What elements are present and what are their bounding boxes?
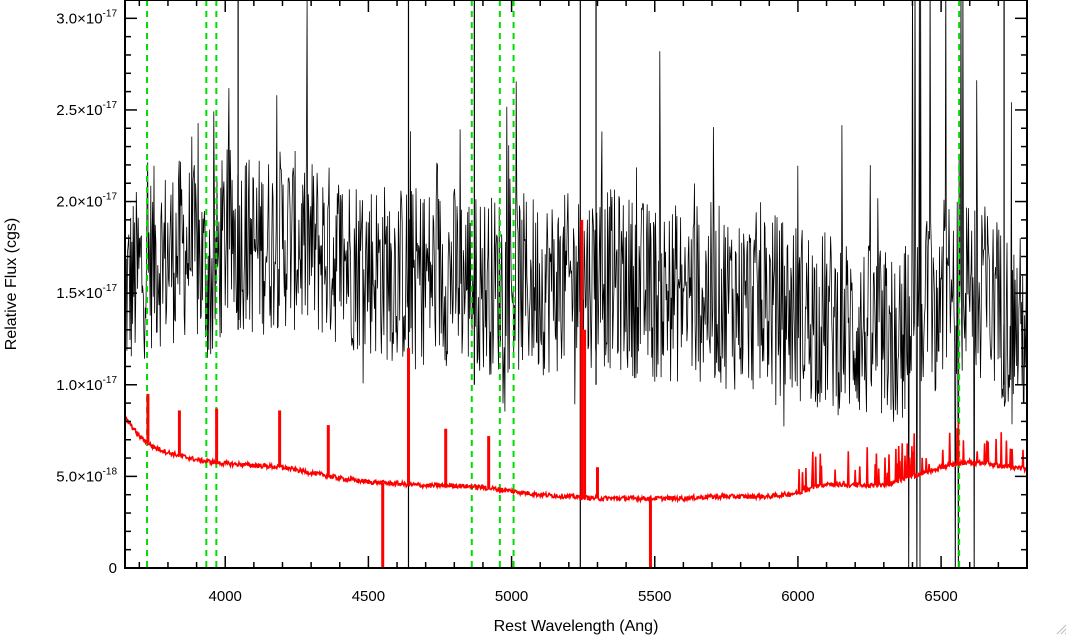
y-tick-mantissa: 0 [109, 560, 117, 577]
y-tick-exponent: -17 [103, 375, 118, 386]
y-tick-label: 2.5×10-17 [56, 100, 117, 119]
y-tick-exponent: -17 [103, 283, 118, 294]
y-tick-label: 1.5×10-17 [56, 283, 117, 302]
y-tick-labels: 05.0×10-181.0×10-171.5×10-172.0×10-172.5… [56, 8, 117, 577]
x-tick-label: 6500 [924, 588, 957, 605]
x-tick-label: 4000 [209, 588, 242, 605]
y-tick-label: 1.0×10-17 [56, 375, 117, 394]
y-tick-exponent: -17 [103, 100, 118, 111]
y-tick-mantissa: 1.0×10 [56, 377, 102, 394]
y-tick-exponent: -18 [103, 466, 118, 477]
plot-frame [124, 0, 1028, 569]
x-tick-label: 5500 [638, 588, 671, 605]
x-tick-label: 5000 [495, 588, 528, 605]
x-tick-label: 4500 [352, 588, 385, 605]
y-tick-exponent: -17 [103, 8, 118, 19]
resize-grip-icon[interactable] [1055, 623, 1067, 635]
x-axis-title: Rest Wavelength (Ang) [494, 618, 659, 635]
y-tick-mantissa: 1.5×10 [56, 285, 102, 302]
y-tick-mantissa: 2.5×10 [56, 102, 102, 119]
y-tick-mantissa: 3.0×10 [56, 10, 102, 27]
y-tick-label: 3.0×10-17 [56, 8, 117, 27]
y-tick-mantissa: 5.0×10 [56, 468, 102, 485]
model-spectrum-line [125, 416, 1027, 504]
y-tick-label: 5.0×10-18 [56, 466, 117, 485]
y-tick-exponent: -17 [103, 192, 118, 203]
y-axis-title: Relative Flux (cgs) [3, 218, 20, 350]
y-tick-mantissa: 2.0×10 [56, 194, 102, 211]
y-tick-label: 0 [109, 560, 117, 577]
x-tick-labels: 4000 4500 5000 5500 6000 6500 [209, 588, 958, 605]
observed-spectrum-line [125, 0, 1027, 568]
x-tick-label: 6000 [781, 588, 814, 605]
y-tick-label: 2.0×10-17 [56, 192, 117, 211]
